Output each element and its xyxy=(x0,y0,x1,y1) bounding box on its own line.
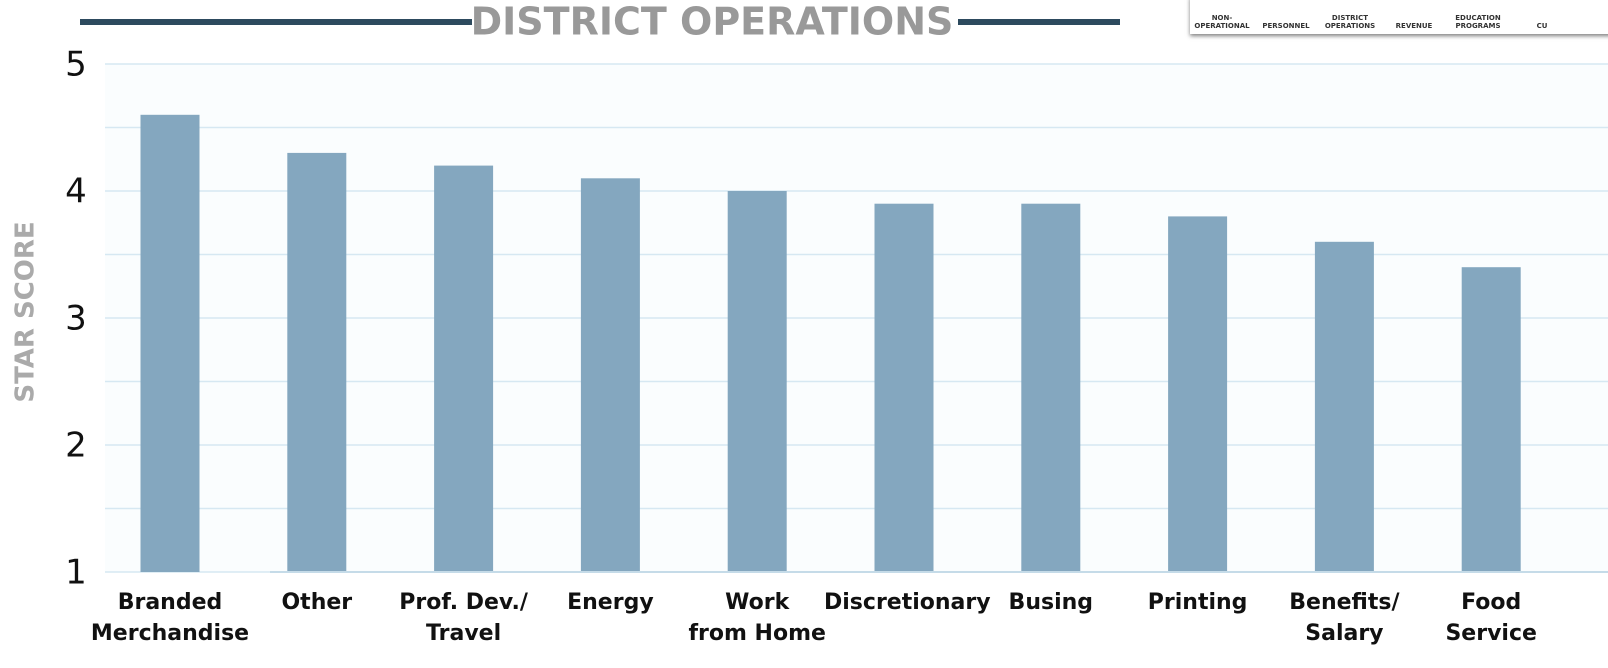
bar xyxy=(1168,216,1228,572)
nav-item: PERSONNEL xyxy=(1262,22,1310,30)
bar xyxy=(287,152,347,572)
nav-item: NON- OPERATIONAL xyxy=(1194,14,1250,30)
y-tick-label: 3 xyxy=(65,299,87,339)
x-tick-label: Benefits/ Salary xyxy=(1289,590,1400,646)
bar xyxy=(1021,203,1081,572)
nav-item: EDUCATION PROGRAMS xyxy=(1455,14,1501,30)
x-tick-label: Prof. Dev./ Travel xyxy=(399,590,528,646)
bar xyxy=(140,114,200,573)
bar xyxy=(874,203,934,572)
chart-title: DISTRICT OPERATIONS xyxy=(471,0,954,44)
nav-item: REVENUE xyxy=(1395,22,1433,30)
bar xyxy=(1314,241,1374,573)
y-tick-label: 2 xyxy=(65,426,87,466)
bar xyxy=(434,165,494,572)
y-tick-label: 4 xyxy=(65,172,87,212)
x-tick-label: Busing xyxy=(1008,590,1094,615)
x-tick-label: Energy xyxy=(567,590,654,615)
x-tick-label: Discretionary xyxy=(824,590,991,615)
y-axis-label: STAR SCORE xyxy=(11,221,41,402)
x-tick-label: Branded Merchandise xyxy=(90,590,250,646)
x-tick-label: Printing xyxy=(1147,590,1248,615)
bar xyxy=(1461,267,1521,572)
x-tick-label: Other xyxy=(281,590,353,615)
nav-item: CU xyxy=(1536,22,1548,30)
bar xyxy=(580,178,640,573)
x-tick-label: Work from Home xyxy=(688,590,826,646)
y-tick-label: 1 xyxy=(65,553,87,593)
nav-bar: NON- OPERATIONAL PERSONNEL DISTRICT OPERAT… xyxy=(1190,0,1608,34)
y-tick-label: 5 xyxy=(65,45,87,85)
x-tick-label: Food Service xyxy=(1445,590,1537,646)
bar xyxy=(727,191,787,572)
nav-item: DISTRICT OPERATIONS xyxy=(1324,14,1376,30)
